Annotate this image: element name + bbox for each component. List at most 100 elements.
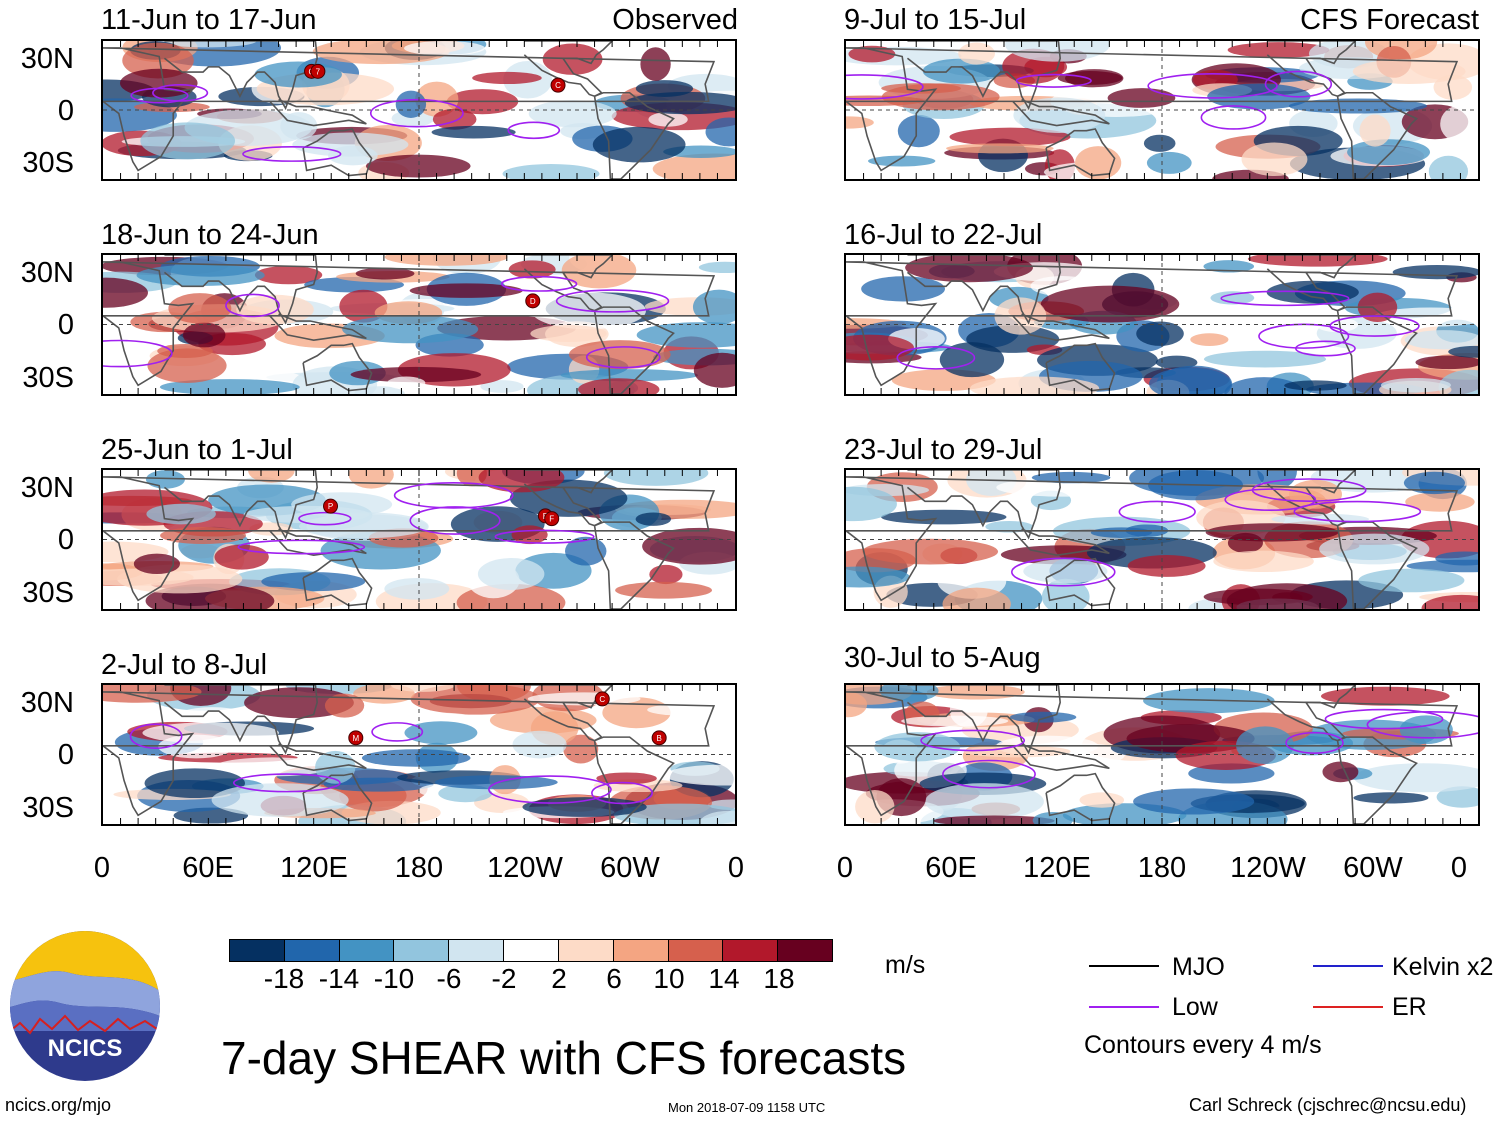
shear-anomaly [390, 685, 455, 692]
low-contour [1293, 500, 1422, 523]
low-contour [130, 87, 189, 104]
shear-anomaly [508, 260, 556, 279]
xlabel-0: 0 [93, 852, 111, 884]
shear-anomaly [214, 544, 269, 570]
shear-field [846, 41, 1478, 179]
shear-anomaly [211, 783, 349, 817]
shear-anomaly [103, 277, 148, 308]
legend-mjo-label: MJO [1172, 953, 1225, 981]
shear-anomaly [1203, 260, 1255, 273]
shear-anomaly [1319, 533, 1430, 565]
shear-anomaly [409, 283, 523, 298]
shear-anomaly [635, 80, 694, 97]
storm-label: C [555, 81, 561, 90]
shear-anomaly [926, 685, 1025, 700]
shear-anomaly [942, 587, 1011, 609]
shear-field [846, 685, 1478, 824]
shear-field: PEF [103, 470, 735, 609]
low-contour [507, 121, 561, 140]
shear-anomaly [563, 734, 599, 764]
shear-anomaly [846, 116, 874, 129]
coastline [846, 691, 1459, 817]
coastline [163, 255, 318, 325]
colorbar-tick: 10 [653, 963, 685, 994]
map-obs4: M C B [101, 683, 737, 826]
xlabel-60w: 60W [600, 852, 660, 884]
shear-anomaly [214, 757, 331, 777]
shear-anomaly [615, 581, 713, 599]
shear-anomaly [1415, 355, 1478, 370]
shear-anomaly [924, 783, 1044, 821]
ylabel-0: 0 [57, 95, 74, 127]
shear-anomaly [848, 45, 896, 63]
shear-anomaly [603, 470, 709, 486]
coastline [906, 470, 1061, 540]
coastline [302, 128, 373, 177]
coastline [906, 255, 1061, 325]
low-contour [1015, 73, 1092, 88]
shear-anomaly [1241, 142, 1308, 177]
shear-anomaly [1013, 97, 1106, 133]
shear-anomaly [140, 122, 236, 160]
shear-anomaly [1224, 377, 1304, 394]
shear-anomaly [159, 379, 300, 394]
colorbar-swatch [723, 940, 779, 961]
low-contour [103, 339, 173, 368]
map-cfs2 [844, 253, 1480, 396]
low-contour [1285, 731, 1344, 754]
colorbar-swatch [339, 940, 395, 961]
coastline [1012, 313, 1110, 341]
shear-anomaly [157, 41, 257, 48]
shear-anomaly [1359, 114, 1391, 147]
shear-anomaly [355, 267, 415, 280]
shear-anomaly [699, 810, 735, 824]
shear-anomaly [528, 100, 617, 128]
shear-anomaly [1352, 58, 1466, 85]
shear-anomaly [1399, 715, 1453, 745]
colorbar-swatch [668, 940, 724, 961]
coastline [1045, 342, 1116, 392]
shear-anomaly [384, 255, 508, 266]
shear-anomaly [1075, 146, 1122, 179]
low-contour [942, 759, 1036, 789]
colorbar-swatch [613, 940, 669, 961]
low-contour [1118, 500, 1196, 524]
low-contour [591, 781, 654, 805]
storm-marker: B [651, 730, 667, 746]
storm-marker: C [594, 691, 610, 707]
shear-field: D [103, 255, 735, 394]
shear-anomaly [248, 470, 295, 483]
shear-anomaly [692, 289, 735, 325]
shear-anomaly [922, 58, 1000, 84]
coastline [846, 261, 1459, 387]
shear-anomaly [1210, 291, 1255, 305]
coastline [1336, 736, 1418, 824]
shear-anomaly [530, 325, 607, 343]
low-contour [1295, 340, 1356, 357]
shear-anomaly [862, 538, 999, 565]
low-contour [494, 529, 595, 544]
colorbar-tick: -10 [373, 963, 415, 994]
low-contour [920, 729, 1026, 752]
shear-anomaly [415, 81, 459, 117]
xlabel-60w: 60W [1343, 852, 1403, 884]
shear-anomaly [1358, 568, 1465, 593]
colorbar-swatch [230, 940, 285, 961]
coastline [269, 528, 367, 556]
colorbar-tick: 6 [606, 963, 622, 994]
shear-anomaly [901, 715, 1009, 727]
low-contour [232, 773, 341, 793]
storm-marker: M [348, 730, 364, 746]
low-contour [1200, 105, 1267, 130]
low-contour [500, 275, 578, 292]
shear-anomaly [1436, 786, 1478, 808]
shear-anomaly [348, 470, 394, 489]
shear-anomaly [404, 41, 485, 56]
low-contour [129, 723, 183, 750]
colorbar-tick: -6 [436, 963, 462, 994]
shear-anomaly [350, 366, 482, 383]
coastline [1336, 306, 1418, 394]
colorbar-tick: -14 [318, 963, 360, 994]
ylabel-0: 0 [57, 309, 74, 341]
shear-anomaly [561, 255, 637, 289]
